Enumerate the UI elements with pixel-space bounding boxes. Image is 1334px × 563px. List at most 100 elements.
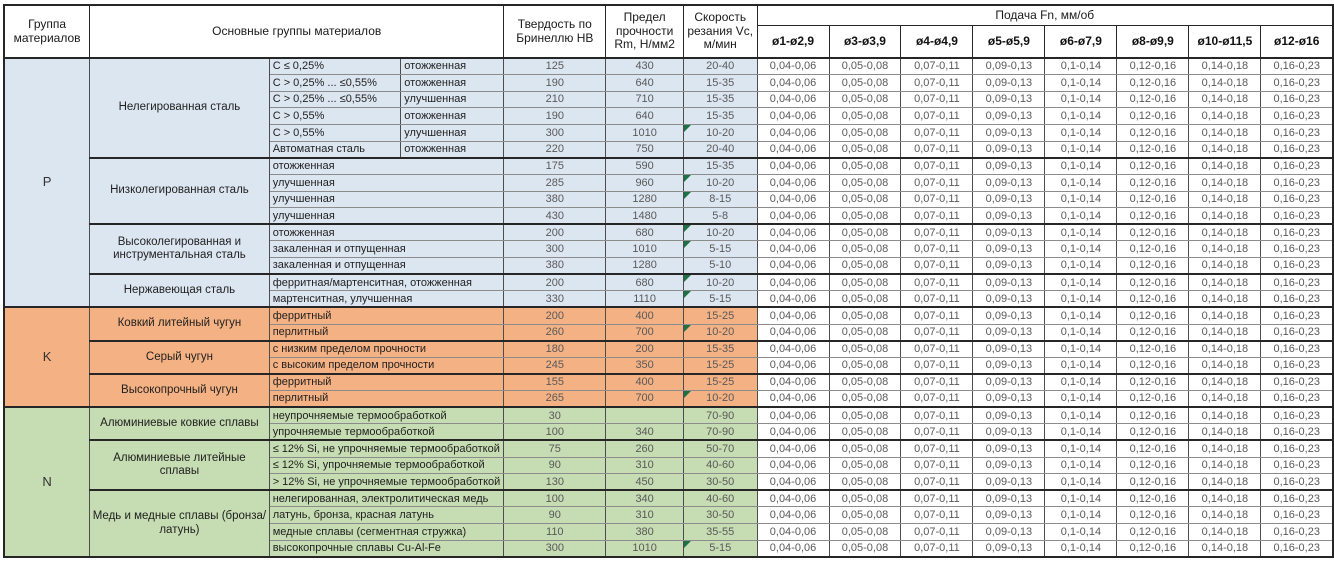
- feed-cell[interactable]: 0,14-0,18: [1188, 439, 1262, 458]
- sub-material-cell[interactable]: улучшенная: [268, 173, 505, 192]
- feed-cell[interactable]: 0,09-0,13: [972, 523, 1046, 541]
- feed-cell[interactable]: 0,1-0,14: [1044, 74, 1118, 92]
- feed-cell[interactable]: 0,07-0,11: [900, 439, 974, 458]
- hardness-cell[interactable]: 90: [503, 456, 607, 475]
- state-cell[interactable]: отожженная: [400, 107, 505, 125]
- feed-cell[interactable]: 0,16-0,23: [1260, 423, 1334, 441]
- feed-cell[interactable]: 0,12-0,16: [1116, 356, 1190, 375]
- feed-cell[interactable]: 0,09-0,13: [972, 506, 1046, 524]
- feed-cell[interactable]: 0,1-0,14: [1044, 290, 1118, 308]
- feed-cell[interactable]: 0,12-0,16: [1116, 523, 1190, 541]
- feed-cell[interactable]: 0,07-0,11: [900, 290, 974, 308]
- feed-cell[interactable]: 0,05-0,08: [828, 523, 902, 541]
- feed-cell[interactable]: 0,05-0,08: [828, 90, 902, 109]
- feed-cell[interactable]: 0,12-0,16: [1116, 439, 1190, 458]
- feed-cell[interactable]: 0,16-0,23: [1260, 523, 1334, 541]
- feed-cell[interactable]: 0,12-0,16: [1116, 473, 1190, 491]
- cutting-speed-cell[interactable]: 15-25: [682, 356, 758, 375]
- feed-cell[interactable]: 0,1-0,14: [1044, 339, 1118, 358]
- feed-cell[interactable]: 0,09-0,13: [972, 57, 1046, 76]
- feed-cell[interactable]: 0,04-0,06: [756, 372, 830, 391]
- feed-cell[interactable]: 0,07-0,11: [900, 223, 974, 242]
- feed-cell[interactable]: 0,07-0,11: [900, 207, 974, 225]
- feed-cell[interactable]: 0,12-0,16: [1116, 223, 1190, 242]
- feed-cell[interactable]: 0,12-0,16: [1116, 306, 1190, 325]
- cutting-speed-cell[interactable]: 8-15: [682, 190, 758, 209]
- feed-cell[interactable]: 0,16-0,23: [1260, 456, 1334, 475]
- hardness-cell[interactable]: 200: [503, 223, 607, 242]
- material-group-cell[interactable]: N: [3, 406, 91, 558]
- feed-cell[interactable]: 0,16-0,23: [1260, 156, 1334, 175]
- feed-cell[interactable]: 0,05-0,08: [828, 223, 902, 242]
- sub-material-cell[interactable]: неупрочняемые термообработкой: [268, 406, 505, 425]
- family-cell[interactable]: Высокопрочный чугун: [89, 372, 270, 408]
- cutting-speed-cell[interactable]: 40-60: [682, 489, 758, 508]
- feed-cell[interactable]: 0,1-0,14: [1044, 523, 1118, 541]
- feed-cell[interactable]: 0,14-0,18: [1188, 173, 1262, 192]
- feed-cell[interactable]: 0,16-0,23: [1260, 390, 1334, 408]
- feed-cell[interactable]: 0,09-0,13: [972, 257, 1046, 275]
- feed-cell[interactable]: 0,09-0,13: [972, 140, 1046, 159]
- sub-material-cell[interactable]: ферритная/мартенситная, отожженная: [268, 273, 505, 292]
- feed-cell[interactable]: 0,16-0,23: [1260, 306, 1334, 325]
- hardness-cell[interactable]: 200: [503, 306, 607, 325]
- feed-cell[interactable]: 0,04-0,06: [756, 140, 830, 159]
- feed-cell[interactable]: 0,09-0,13: [972, 173, 1046, 192]
- hardness-cell[interactable]: 200: [503, 273, 607, 292]
- feed-cell[interactable]: 0,09-0,13: [972, 156, 1046, 175]
- hardness-cell[interactable]: 190: [503, 107, 607, 125]
- feed-cell[interactable]: 0,14-0,18: [1188, 539, 1262, 558]
- cutting-speed-cell[interactable]: 10-20: [682, 273, 758, 292]
- sub-material-cell[interactable]: ферритный: [268, 372, 505, 391]
- feed-cell[interactable]: 0,04-0,06: [756, 107, 830, 125]
- feed-cell[interactable]: 0,04-0,06: [756, 290, 830, 308]
- feed-cell[interactable]: 0,04-0,06: [756, 273, 830, 292]
- feed-cell[interactable]: 0,05-0,08: [828, 173, 902, 192]
- feed-cell[interactable]: 0,1-0,14: [1044, 223, 1118, 242]
- feed-cell[interactable]: 0,12-0,16: [1116, 273, 1190, 292]
- feed-cell[interactable]: 0,16-0,23: [1260, 57, 1334, 76]
- feed-cell[interactable]: 0,09-0,13: [972, 439, 1046, 458]
- cutting-speed-cell[interactable]: 50-70: [682, 439, 758, 458]
- feed-cell[interactable]: 0,07-0,11: [900, 257, 974, 275]
- feed-cell[interactable]: 0,14-0,18: [1188, 90, 1262, 109]
- sub-material-cell[interactable]: латунь, бронза, красная латунь: [268, 506, 505, 524]
- feed-cell[interactable]: 0,05-0,08: [828, 423, 902, 441]
- feed-cell[interactable]: 0,16-0,23: [1260, 372, 1334, 391]
- feed-cell[interactable]: 0,1-0,14: [1044, 323, 1118, 342]
- sub-material-cell[interactable]: мартенситная, улучшенная: [268, 290, 505, 308]
- feed-cell[interactable]: 0,12-0,16: [1116, 156, 1190, 175]
- feed-cell[interactable]: 0,16-0,23: [1260, 290, 1334, 308]
- feed-cell[interactable]: 0,04-0,06: [756, 257, 830, 275]
- strength-cell[interactable]: 1110: [605, 290, 684, 308]
- strength-cell[interactable]: 310: [605, 456, 684, 475]
- cutting-speed-cell[interactable]: 30-50: [682, 473, 758, 491]
- feed-cell[interactable]: 0,09-0,13: [972, 273, 1046, 292]
- feed-cell[interactable]: 0,16-0,23: [1260, 473, 1334, 491]
- feed-cell[interactable]: 0,09-0,13: [972, 339, 1046, 358]
- feed-cell[interactable]: 0,16-0,23: [1260, 339, 1334, 358]
- feed-cell[interactable]: 0,1-0,14: [1044, 489, 1118, 508]
- hardness-cell[interactable]: 210: [503, 90, 607, 109]
- strength-cell[interactable]: 350: [605, 356, 684, 375]
- sub-material-cell[interactable]: перлитный: [268, 390, 505, 408]
- feed-cell[interactable]: 0,05-0,08: [828, 57, 902, 76]
- cutting-speed-cell[interactable]: 10-20: [682, 223, 758, 242]
- hardness-cell[interactable]: 380: [503, 257, 607, 275]
- feed-cell[interactable]: 0,12-0,16: [1116, 173, 1190, 192]
- feed-cell[interactable]: 0,1-0,14: [1044, 406, 1118, 425]
- strength-cell[interactable]: 380: [605, 523, 684, 541]
- hardness-cell[interactable]: 125: [503, 57, 607, 76]
- feed-cell[interactable]: 0,12-0,16: [1116, 506, 1190, 524]
- feed-cell[interactable]: 0,04-0,06: [756, 339, 830, 358]
- strength-cell[interactable]: 590: [605, 156, 684, 175]
- feed-cell[interactable]: 0,09-0,13: [972, 107, 1046, 125]
- strength-cell[interactable]: 680: [605, 273, 684, 292]
- feed-cell[interactable]: 0,04-0,06: [756, 489, 830, 508]
- feed-cell[interactable]: 0,04-0,06: [756, 539, 830, 558]
- feed-cell[interactable]: 0,16-0,23: [1260, 506, 1334, 524]
- feed-cell[interactable]: 0,14-0,18: [1188, 273, 1262, 292]
- feed-cell[interactable]: 0,12-0,16: [1116, 107, 1190, 125]
- hardness-cell[interactable]: 90: [503, 506, 607, 524]
- feed-cell[interactable]: 0,05-0,08: [828, 489, 902, 508]
